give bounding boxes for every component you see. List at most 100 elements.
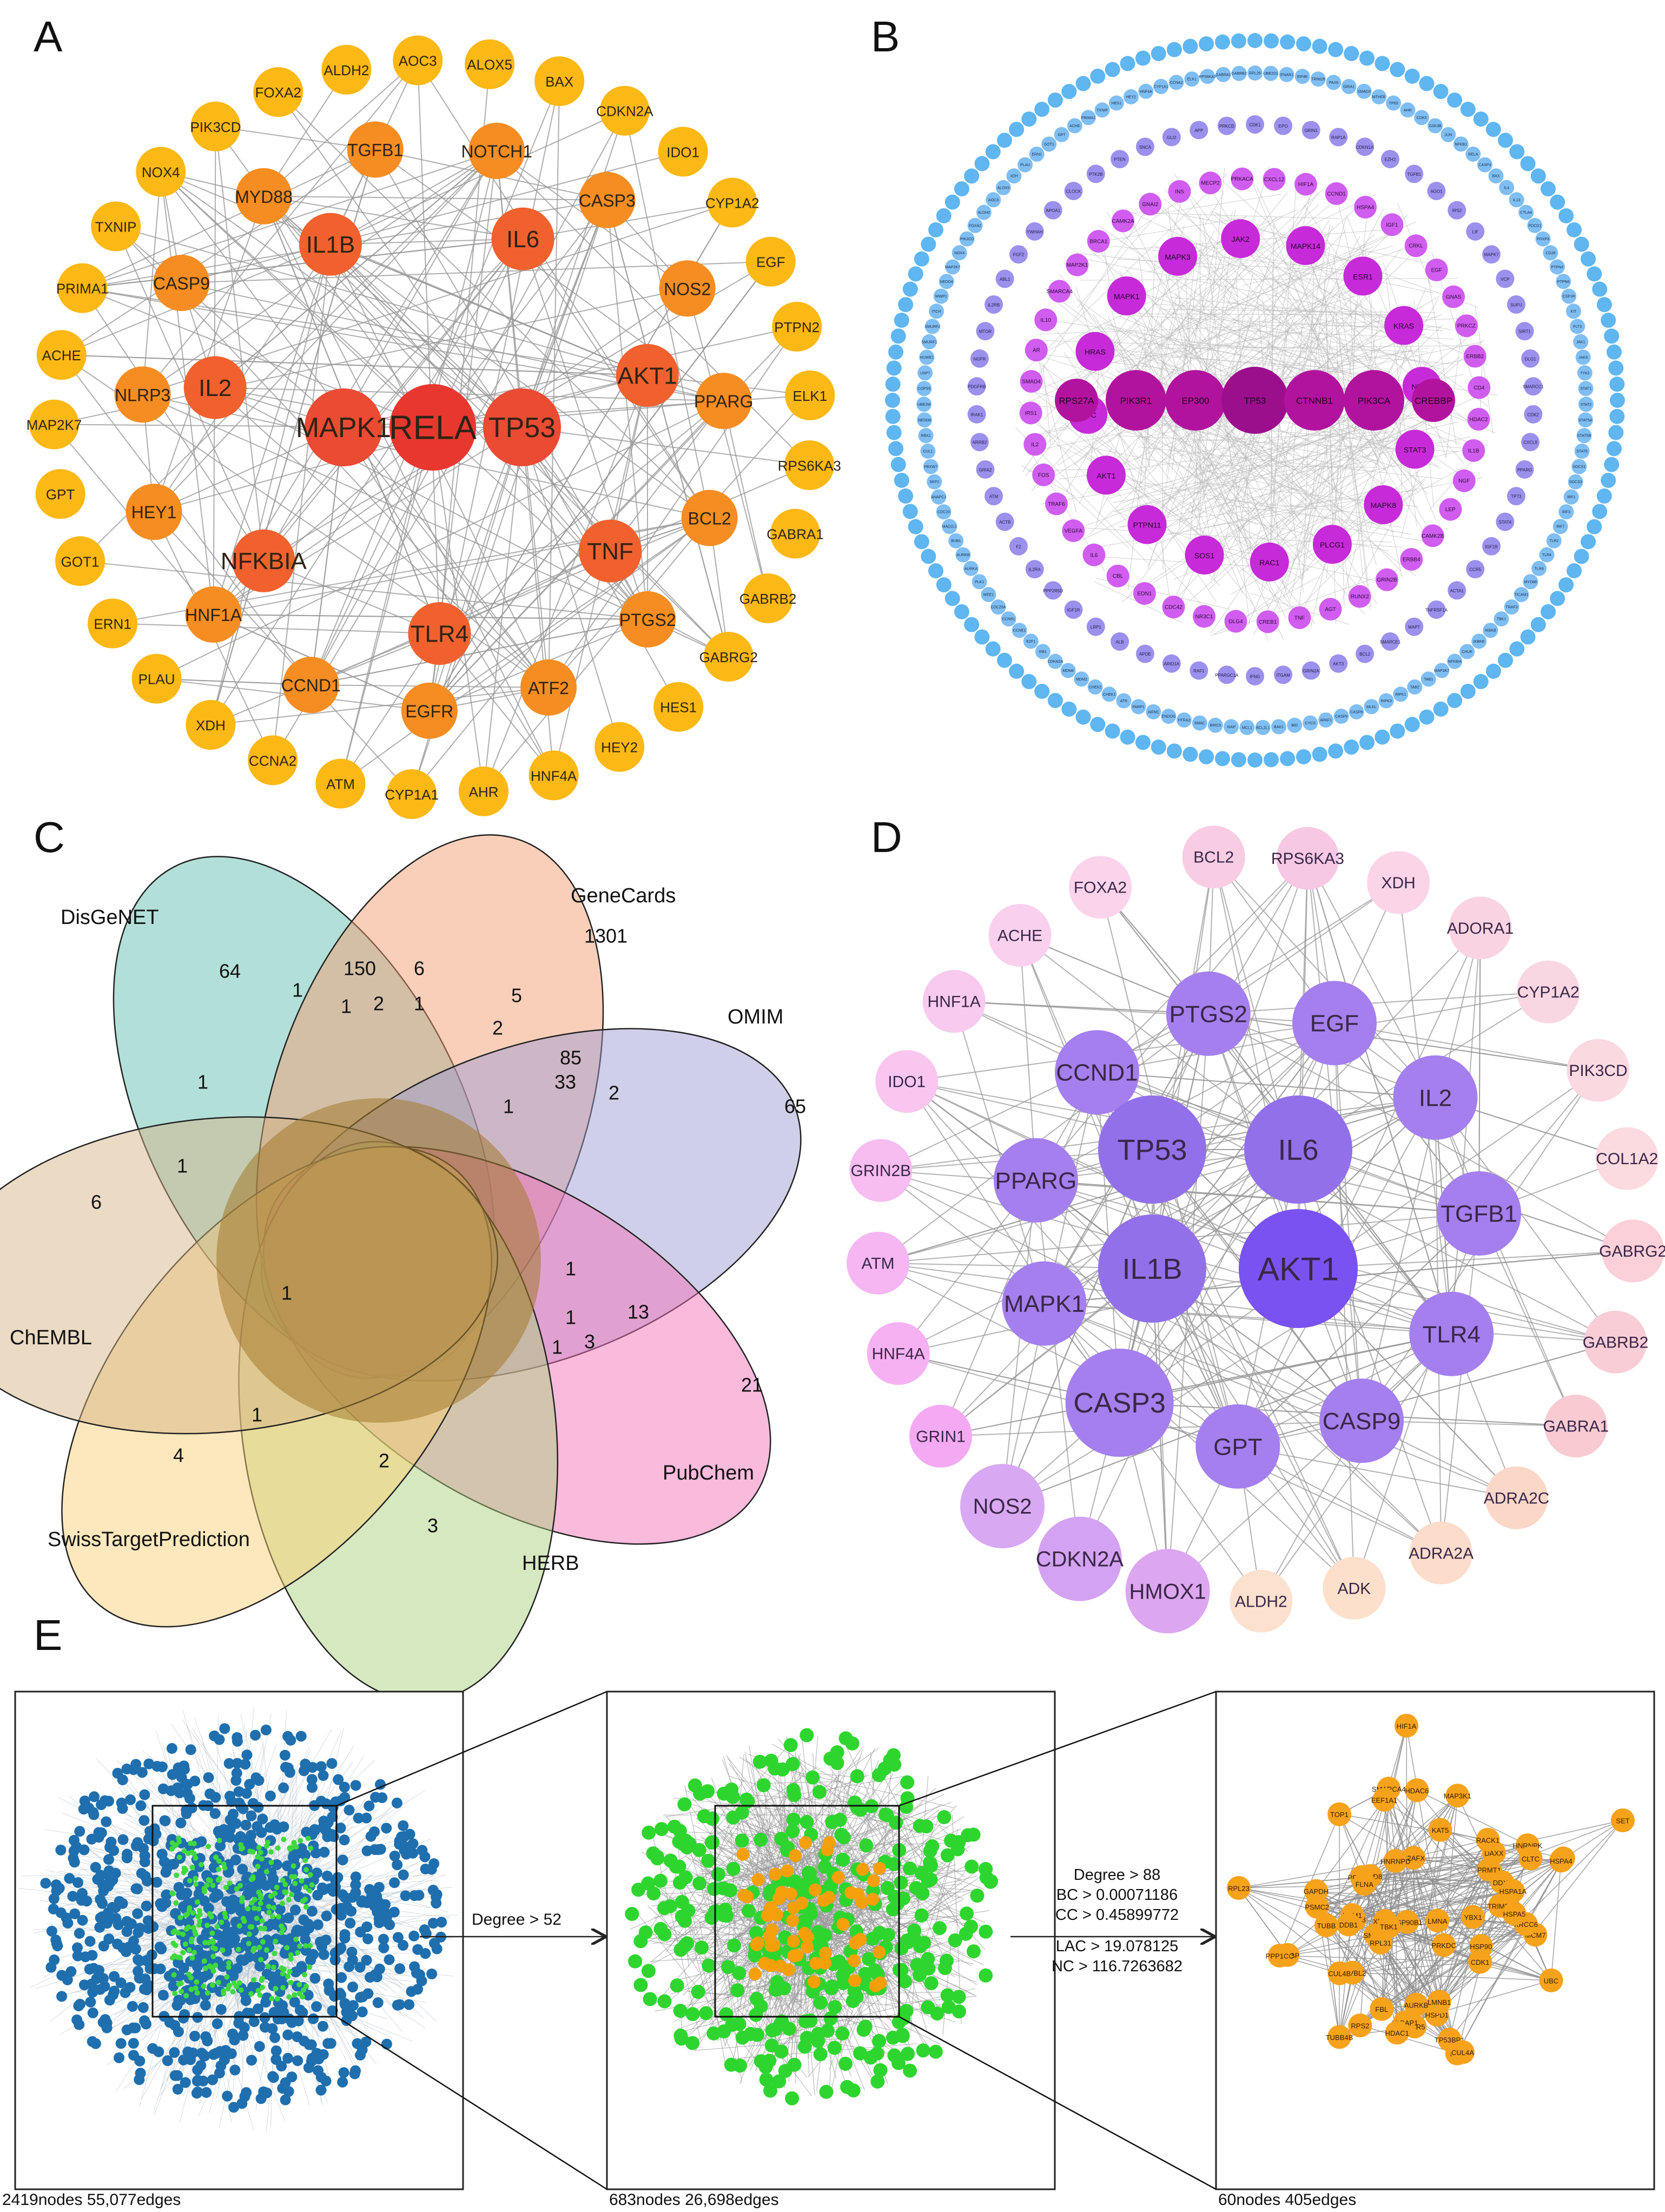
- b-outer-node: [1390, 723, 1405, 738]
- e1-node: [228, 1971, 239, 1982]
- e1-core-node: [216, 1867, 221, 1872]
- e1-node: [420, 1948, 431, 1959]
- b-node-clock: CLOCK: [1065, 182, 1083, 200]
- b-outer-node: [1247, 33, 1263, 48]
- e1-node: [103, 1907, 114, 1918]
- e2-node: [925, 1839, 939, 1853]
- e1-core-node: [188, 1975, 194, 1980]
- b-outer-node: [898, 488, 913, 504]
- b-outer-node: [997, 653, 1012, 668]
- b-node-grin1: GRIN1: [1302, 121, 1320, 139]
- b-node-socs3: SOCS3: [1568, 474, 1583, 490]
- e2-node: [754, 1833, 768, 1847]
- b-node-map2k7: MAP2K7: [945, 259, 960, 274]
- b-node-mapk3-label: MAPK3: [1165, 253, 1191, 261]
- e1-node: [432, 1944, 442, 1955]
- b-node-camk2a-label: CAMK2A: [1112, 219, 1134, 224]
- e2-node: [732, 2017, 746, 2031]
- b-node-hnf4a: HNF4A: [1138, 84, 1153, 99]
- b-node-gabra1: GABRA1: [1215, 67, 1231, 82]
- e1-core-node: [169, 1890, 175, 1896]
- b-node-snca-label: SNCA: [1139, 145, 1152, 150]
- e1-core-node: [182, 1866, 187, 1871]
- e1-core-node: [275, 1845, 281, 1851]
- panel-a-nodes: ALOX5BAXCDKN2AIDO1CYP1A2EGFPTPN2ELK1RPS6…: [27, 36, 841, 819]
- b-node-e2f1: E2F1: [1023, 633, 1039, 649]
- b-outer-node: [1574, 549, 1589, 564]
- e2-node: [872, 1768, 886, 1782]
- e2-node: [727, 1938, 741, 1952]
- b-node-rap1a: RAP1A: [1329, 128, 1347, 146]
- venn-count: 3: [584, 1331, 595, 1353]
- a-node-aoc3: AOC3: [393, 36, 442, 85]
- b-node-tp73: TP73: [1507, 487, 1525, 505]
- b-node-wwp1-label: WWP1: [935, 295, 947, 299]
- e2-core-node: [848, 1954, 861, 1967]
- a-node-casp9-label: CASP9: [153, 274, 210, 293]
- a-node-prima1-label: PRIMA1: [56, 281, 109, 297]
- b-outer-node: [1604, 457, 1619, 472]
- e1-core-node: [307, 1888, 313, 1893]
- b-node-stat5a: STAT5A: [1578, 412, 1593, 427]
- b-node-apoe-label: APOE: [1139, 652, 1151, 657]
- e1-core-node: [259, 1856, 265, 1861]
- e2-node: [835, 2026, 849, 2041]
- e1-node: [175, 1818, 186, 1828]
- b-node-plau-label: PLAU: [1020, 163, 1030, 167]
- b-node-ikbke-label: IKBKE: [1474, 640, 1485, 644]
- b-node-map2k1-label: MAP2K1: [1067, 262, 1088, 268]
- b-node-casp9: CASP9: [1334, 709, 1349, 724]
- b-node-ppargc1a-label: PPARGC1A: [1215, 673, 1239, 678]
- a-node-got1-label: GOT1: [61, 553, 100, 570]
- b-outer-node: [1433, 84, 1449, 99]
- e1-node: [89, 1791, 100, 1802]
- e1-core-node: [194, 1979, 199, 1985]
- b-node-pten: PTEN: [1111, 150, 1129, 168]
- e1-core-node: [191, 1950, 197, 1955]
- e2-node: [646, 1846, 660, 1860]
- b-outer-node: [1550, 195, 1565, 210]
- a-node-hey1: HEY1: [126, 484, 182, 540]
- e2-node: [699, 2006, 713, 2020]
- e1-node: [128, 1764, 139, 1775]
- b-node-ikbkb-label: IKBKB: [1485, 629, 1496, 633]
- e2-core-node: [836, 1918, 849, 1931]
- d-node-bcl2-label: BCL2: [1193, 849, 1234, 867]
- e1-core-node: [289, 1892, 294, 1897]
- b-node-tgfb1: TGFB1: [1405, 164, 1423, 183]
- d-node-hnf1a: HNF1A: [923, 970, 986, 1033]
- b-node-eif4e-label: EIF4E: [1297, 75, 1308, 79]
- b-outer-node: [964, 617, 979, 632]
- e1-node: [369, 1826, 380, 1837]
- a-node-bcl2: BCL2: [682, 490, 738, 546]
- b-outer-node: [1120, 730, 1135, 745]
- b-node-erbb4-label: ERBB4: [1403, 557, 1420, 563]
- b-node-bcl2l1-label: BCL2L1: [1256, 726, 1270, 730]
- b-node-casp3: CASP3: [1477, 157, 1492, 173]
- b-node-il13: IL13: [1509, 192, 1524, 207]
- e2-node: [805, 1771, 820, 1785]
- e1-core-node: [193, 1881, 199, 1887]
- e2-node: [776, 1762, 790, 1777]
- b-node-ezh2-label: EZH2: [1385, 157, 1396, 162]
- a-node-ccna2: CCNA2: [248, 735, 298, 785]
- e1-core-node: [280, 1900, 285, 1906]
- b-outer-node: [1521, 156, 1536, 171]
- b-node-hspa4: HSPA4: [1354, 196, 1377, 219]
- b-node-irs1: IRS1: [1020, 401, 1042, 424]
- e1-core-node: [308, 1872, 313, 1878]
- b-outer-node: [1609, 409, 1624, 424]
- e1-core-node: [250, 1876, 255, 1881]
- b-node-prima1: PRIMA1: [1081, 110, 1096, 125]
- d-node-ptgs2: PTGS2: [1166, 972, 1251, 1056]
- b-node-grin2a-label: GRIN2A: [1303, 669, 1319, 673]
- b-node-stat1: STAT1: [1578, 381, 1594, 396]
- a-node-casp3-label: CASP3: [579, 191, 636, 210]
- e1-core-node: [262, 1926, 267, 1931]
- a-node-ido1: IDO1: [658, 127, 708, 176]
- b-node-il4: IL4: [1499, 180, 1514, 195]
- e2-node: [688, 1779, 702, 1793]
- b-node-pik3ca: PIK3CA: [1344, 370, 1404, 431]
- e2-node: [643, 1992, 657, 2006]
- b-node-usp7-label: USP7: [920, 372, 930, 375]
